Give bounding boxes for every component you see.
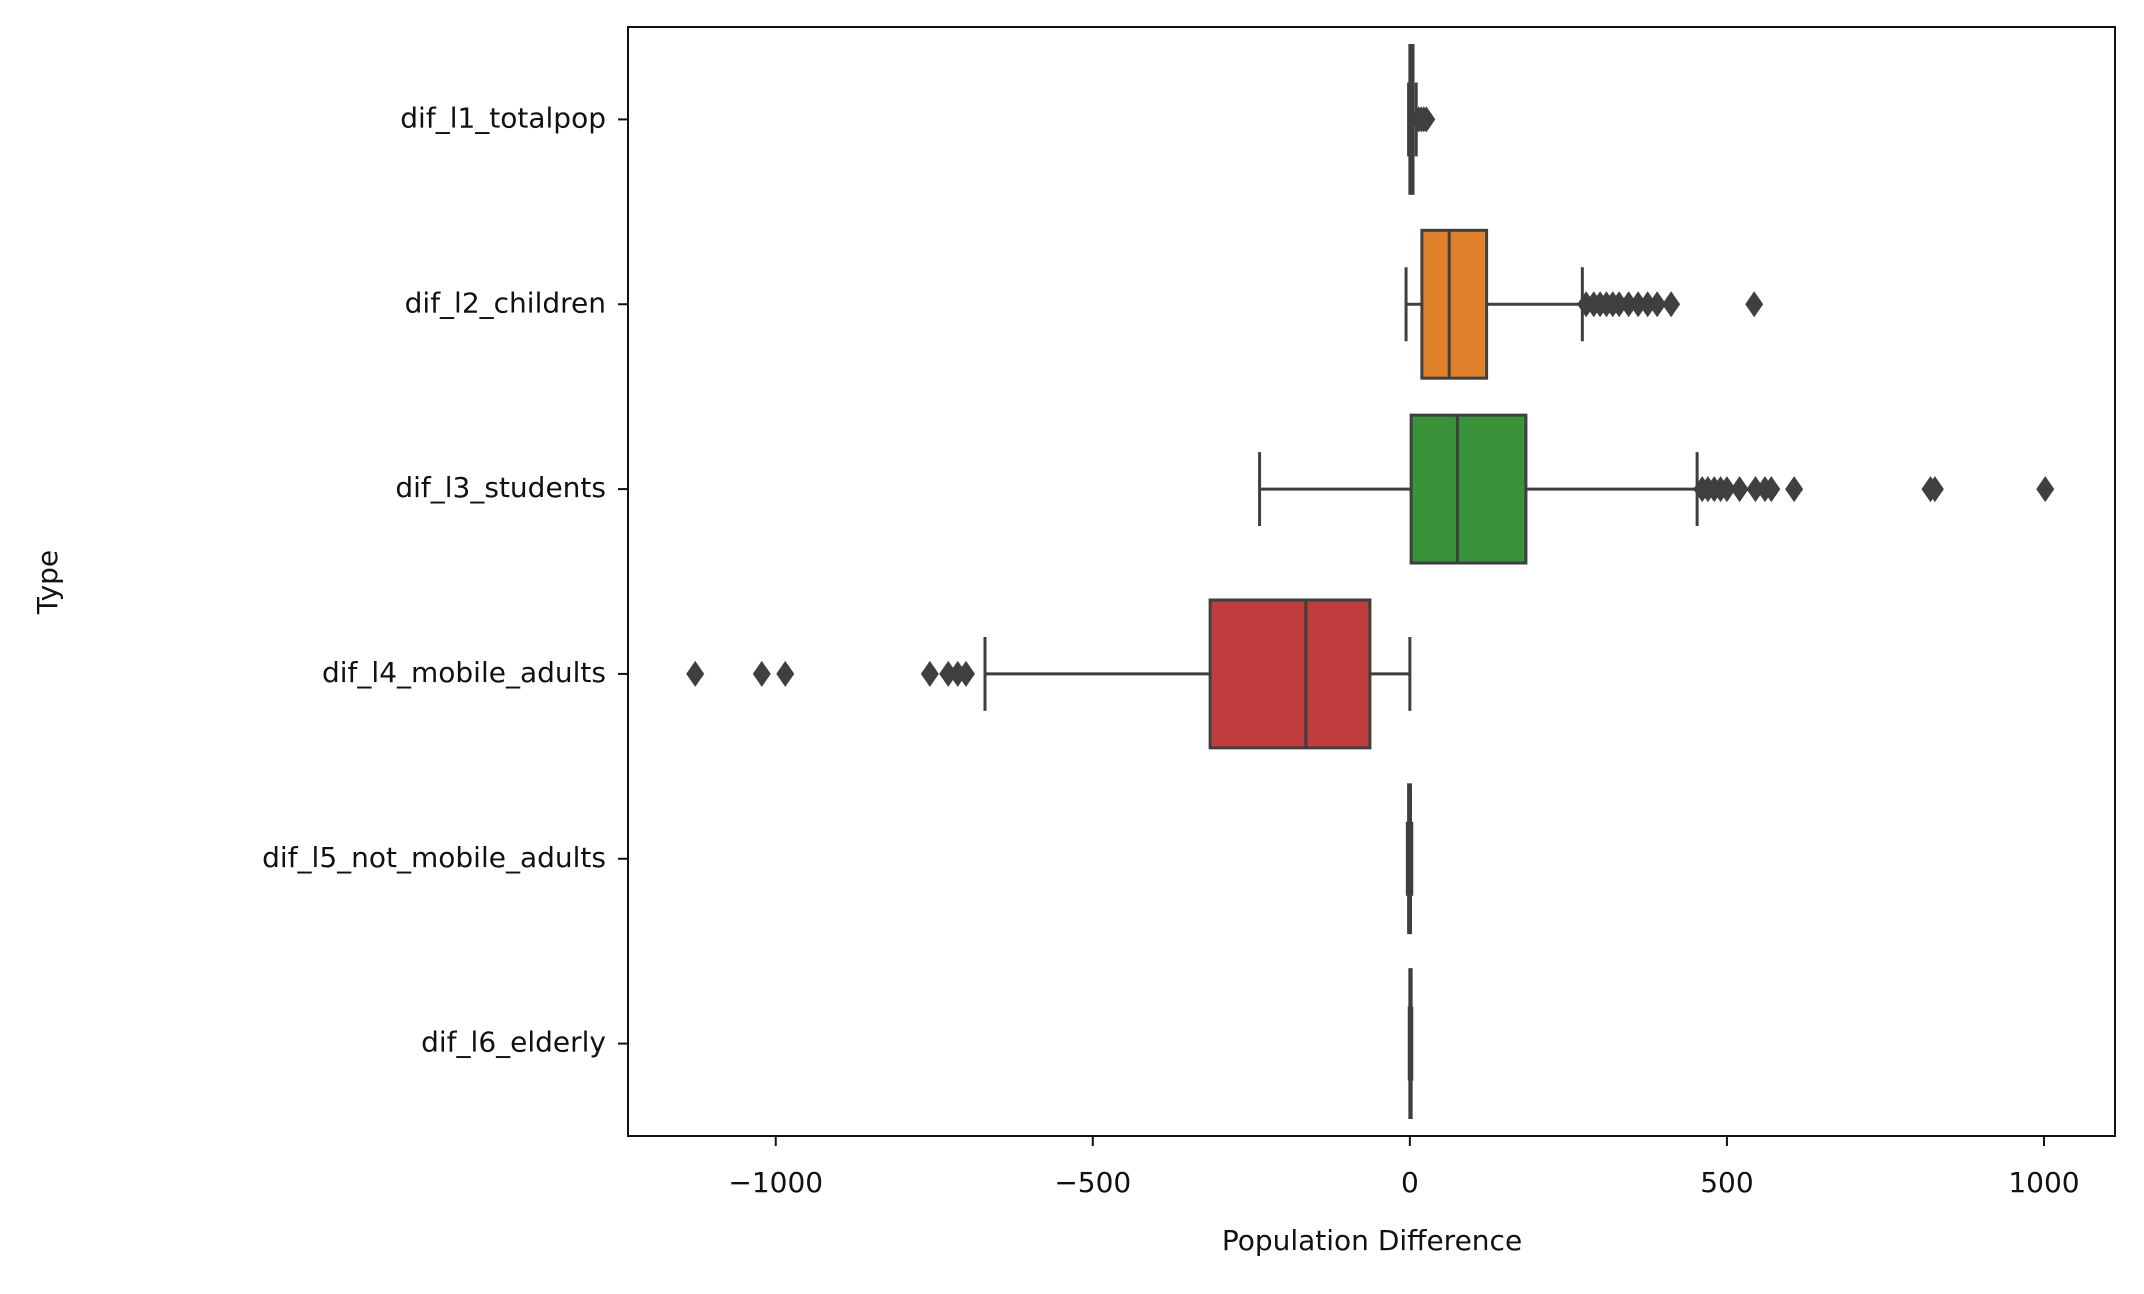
plot-frame [627,26,2116,1137]
outlier [1745,291,1764,318]
outlier [1746,476,1765,503]
outlier [1638,291,1657,318]
box [1208,598,1372,750]
x-tick-label: −1000 [728,1166,823,1199]
outlier [1662,291,1681,318]
outlier [2036,476,2055,503]
outlier [1610,291,1629,318]
outlier [1717,476,1736,503]
x-tick-label: 1000 [2008,1166,2079,1199]
outlier [1648,291,1667,318]
outlier [1925,476,1944,503]
x-tick-label: −500 [1054,1166,1131,1199]
outlier [1730,476,1749,503]
outlier [1619,291,1638,318]
outlier [939,660,958,687]
outlier [686,660,705,687]
outlier [776,660,795,687]
box [1409,413,1528,565]
x-tick-label: 500 [1700,1166,1753,1199]
outlier [1629,291,1648,318]
y-tick-label: dif_l5_not_mobile_adults [262,841,606,874]
outlier [956,660,975,687]
x-tick-label: 0 [1401,1166,1419,1199]
y-tick-label: dif_l3_students [395,471,606,504]
y-axis-label: Type [31,550,64,615]
y-tick-label: dif_l6_elderly [421,1026,606,1059]
box [1420,228,1489,380]
outlier [920,660,939,687]
y-tick-label: dif_l1_totalpop [400,101,606,134]
x-axis-label: Population Difference [1222,1224,1522,1257]
outlier [752,660,771,687]
outlier [1785,476,1804,503]
y-tick-label: dif_l4_mobile_adults [322,656,606,689]
outlier [1417,106,1436,133]
outlier [1762,476,1781,503]
y-tick-label: dif_l2_children [405,286,606,319]
